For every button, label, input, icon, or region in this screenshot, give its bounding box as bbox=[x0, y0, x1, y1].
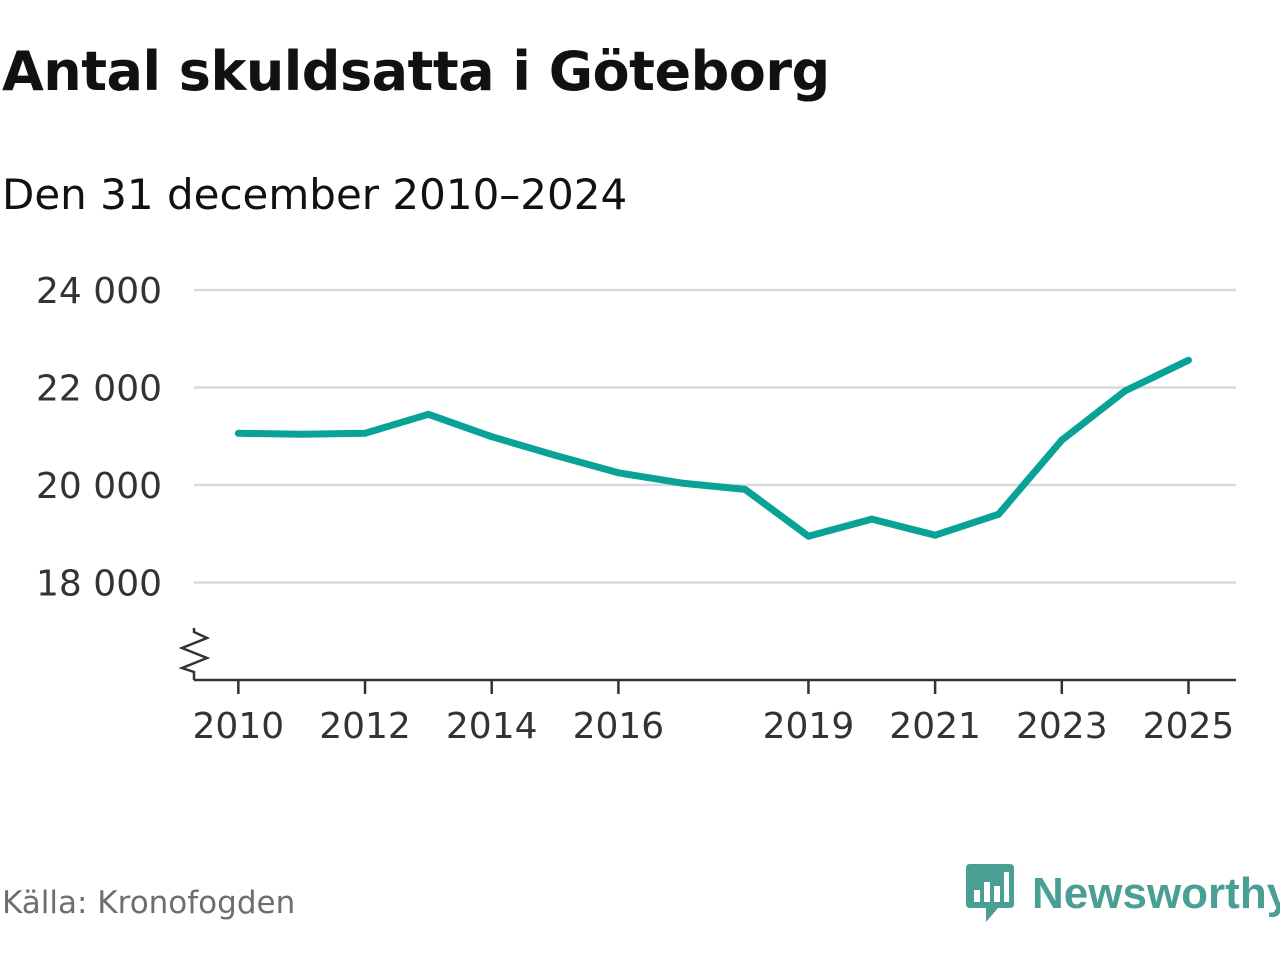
newsworthy-logo-icon bbox=[964, 864, 1016, 924]
data-point bbox=[298, 431, 305, 438]
brand[interactable]: Newsworthy bbox=[964, 864, 1280, 924]
x-axis: 2010 2012 2014 2016 2019 2021 2023 2025 bbox=[193, 680, 1236, 747]
data-point bbox=[995, 511, 1002, 518]
y-tick-label: 24 000 bbox=[36, 271, 162, 312]
data-point bbox=[678, 480, 685, 487]
x-tick-label: 2014 bbox=[446, 706, 538, 747]
x-tick-label: 2023 bbox=[1016, 706, 1108, 747]
x-tick-label: 2019 bbox=[763, 706, 855, 747]
data-point bbox=[615, 469, 622, 476]
y-tick-label: 18 000 bbox=[36, 564, 162, 605]
x-tick-label: 2012 bbox=[319, 706, 411, 747]
data-point bbox=[932, 532, 939, 539]
y-axis: 18 000 20 000 22 000 24 000 bbox=[36, 271, 207, 680]
data-point bbox=[805, 533, 812, 540]
series-group bbox=[235, 357, 1192, 540]
data-point bbox=[1058, 437, 1065, 444]
data-point bbox=[488, 433, 495, 440]
x-tick-label: 2025 bbox=[1143, 706, 1235, 747]
data-point bbox=[235, 430, 242, 437]
x-tick-label: 2010 bbox=[193, 706, 285, 747]
x-tick-label: 2016 bbox=[573, 706, 665, 747]
data-point bbox=[425, 411, 432, 418]
axis-break-marker bbox=[182, 628, 207, 680]
brand-name: Newsworthy bbox=[1032, 869, 1280, 919]
data-point bbox=[1122, 387, 1129, 394]
line-chart: 18 00020 00022 00024 000 201020122014201… bbox=[0, 0, 1280, 960]
data-point bbox=[742, 486, 749, 493]
source-note: Källa: Kronofogden bbox=[2, 885, 295, 921]
x-tick-label: 2021 bbox=[889, 706, 981, 747]
data-point bbox=[1185, 357, 1192, 364]
data-point bbox=[362, 430, 369, 437]
data-point bbox=[868, 516, 875, 523]
y-tick-label: 20 000 bbox=[36, 466, 162, 507]
data-point bbox=[552, 452, 559, 459]
y-tick-label: 22 000 bbox=[36, 369, 162, 410]
